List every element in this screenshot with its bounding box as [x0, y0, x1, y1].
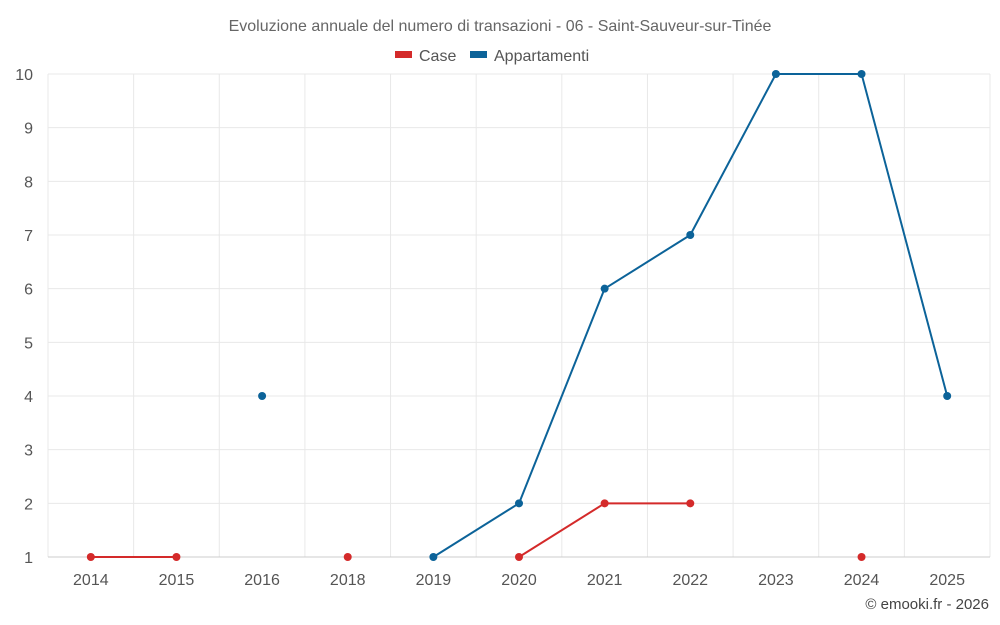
legend-item-case[interactable]: Case: [395, 48, 456, 65]
x-tick-label: 2024: [844, 572, 880, 589]
chart-title: Evoluzione annuale del numero di transaz…: [229, 18, 772, 35]
series-line-segment: [518, 502, 606, 558]
x-tick-label: 2018: [330, 572, 366, 589]
y-tick-label: 7: [24, 228, 33, 245]
legend-label-case: Case: [419, 48, 456, 65]
data-point[interactable]: [86, 553, 95, 561]
data-point[interactable]: [429, 553, 438, 561]
data-point[interactable]: [857, 70, 866, 78]
y-tick-label: 10: [15, 67, 33, 84]
x-tick-label: 2021: [587, 572, 623, 589]
data-point[interactable]: [258, 392, 267, 400]
data-point[interactable]: [857, 553, 866, 561]
data-point[interactable]: [515, 499, 523, 508]
legend-swatch-appartamenti: [470, 51, 487, 58]
data-point[interactable]: [943, 392, 952, 400]
y-tick-label: 3: [24, 443, 33, 460]
data-point[interactable]: [515, 553, 523, 561]
y-tick-label: 4: [24, 389, 33, 406]
legend-label-appartamenti: Appartamenti: [494, 48, 589, 65]
data-point[interactable]: [600, 284, 609, 293]
series-line-segment: [860, 73, 949, 397]
data-point[interactable]: [343, 553, 352, 561]
x-tick-label: 2014: [73, 572, 109, 589]
axis-labels: 1 2 3 4 5 6 7 8 9 10 2014 2015 2016 2018 2019 2020 2021 2…: [15, 67, 965, 589]
y-tick-label: 5: [24, 335, 33, 352]
series-line-segment: [603, 234, 692, 290]
y-tick-label: 9: [24, 121, 33, 138]
x-tick-label: 2023: [758, 572, 794, 589]
y-tick-label: 2: [24, 496, 33, 513]
grid-lines: [47, 73, 991, 558]
series: [86, 70, 952, 561]
legend-swatch-case: [395, 51, 412, 58]
data-point[interactable]: [600, 499, 609, 508]
legend: Case Appartamenti: [395, 48, 589, 65]
series-line-segment: [689, 73, 777, 236]
y-tick-label: 8: [24, 174, 33, 191]
data-point[interactable]: [686, 231, 695, 239]
y-tick-label: 6: [24, 282, 33, 299]
series-line-segment: [518, 287, 606, 505]
series-line-segment: [432, 502, 520, 558]
x-tick-label: 2022: [672, 572, 708, 589]
legend-item-appartamenti[interactable]: Appartamenti: [470, 48, 589, 65]
x-tick-label: 2025: [929, 572, 965, 589]
x-tick-label: 2019: [416, 572, 452, 589]
series-0: [86, 499, 866, 561]
data-point[interactable]: [172, 553, 181, 561]
series-1: [258, 70, 952, 561]
credit: © emooki.fr - 2026: [865, 596, 989, 613]
x-tick-label: 2015: [159, 572, 195, 589]
x-tick-label: 2020: [501, 572, 537, 589]
x-tick-label: 2016: [244, 572, 280, 589]
data-point[interactable]: [686, 499, 695, 508]
y-tick-label: 1: [24, 550, 33, 567]
data-point[interactable]: [771, 70, 780, 78]
